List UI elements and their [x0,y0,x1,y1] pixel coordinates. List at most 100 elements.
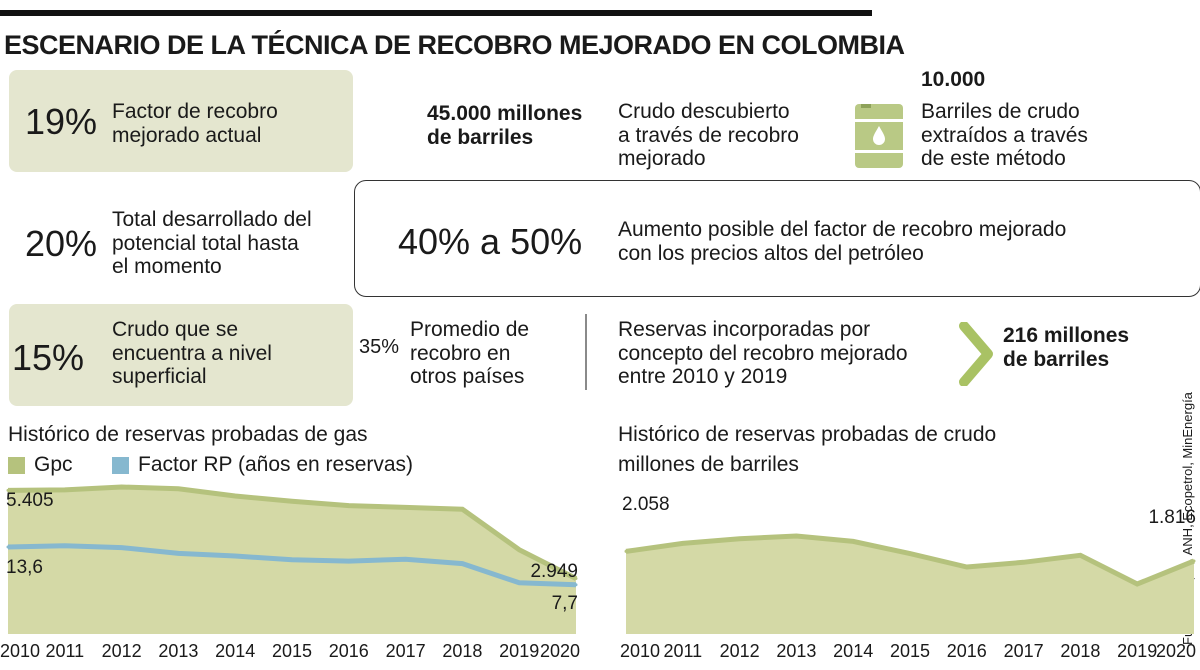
possible-increase-label-line: Aumento posible del factor de recobro me… [618,218,1067,241]
crude-discovered-label-line: Crudo descubierto [618,100,790,123]
developed-total-label-line: el momento [112,255,222,279]
factor-rp-last-label: 7,7 [552,593,578,614]
reserves-incorporated-amount-line: 216 millones [1003,324,1130,347]
other-countries-label: Promedio de recobro en otros países [410,318,529,389]
barrels-extracted-amount: 10.000 [921,68,986,91]
factor-rp-first-label: 13,6 [6,557,43,578]
legend-label-factor-rp: Factor RP (años en reservas) [138,453,414,476]
gpc-point [574,577,578,580]
crude-discovered-amount-line: 45.000 millones [427,102,583,125]
crude-point [794,534,798,538]
x-tick-label: 2017 [1004,641,1044,661]
x-tick-label: 2018 [442,641,482,661]
reserves-incorporated-amount: 216 millones de barriles [1003,324,1129,371]
gpc-last-label: 2.949 [530,561,578,582]
x-tick-label: 2016 [947,641,987,661]
barrels-extracted-label-line: extraídos a través [921,123,1088,147]
x-tick-label: 2011 [663,641,702,661]
other-countries-label-line: otros países [410,365,525,389]
x-tick-label: 2011 [45,641,84,661]
reserves-incorporated-amount-line: de barriles [1003,347,1110,371]
crude-discovered-amount: 45.000 millones de barriles [427,102,582,149]
x-tick-label: 2013 [158,641,198,661]
recovery-factor-label: Factor de recobro mejorado actual [112,100,278,147]
possible-increase-box [354,180,1200,297]
legend-swatch-gpc [8,457,25,474]
crude-point [908,552,912,556]
crude-discovered-label-line: mejorado [618,147,706,171]
gpc-point [290,499,294,503]
gpc-point [517,548,521,552]
developed-total-value: 20% [25,223,98,264]
x-tick-label: 2019 [499,641,539,661]
x-tick-label: 2020 [1156,641,1196,661]
recovery-factor-label-line: Factor de recobro [112,100,278,123]
factor-rp-point [517,581,521,585]
barrels-extracted-label-line: de este método [921,147,1066,171]
factor-rp-point [176,551,180,555]
gpc-point [63,488,67,492]
chevron-right-icon [959,322,993,386]
legend-label-gpc: Gpc [34,453,73,476]
x-tick-label: 2015 [272,641,312,661]
reserves-incorporated-label-line: entre 2010 y 2019 [618,365,788,389]
page-title: ESCENARIO DE LA TÉCNICA DE RECOBRO MEJOR… [4,30,905,60]
gas-chart-title: Histórico de reservas probadas de gas [8,423,368,446]
gpc-point [176,487,180,491]
crude-point [851,539,855,543]
possible-increase-value: 40% a 50% [398,221,583,262]
factor-rp-point [290,558,294,562]
surface-crude-value: 15% [12,337,85,378]
reserves-incorporated-label: Reservas incorporadas por concepto del r… [618,318,908,389]
crude-point [1078,553,1082,557]
gpc-point [233,494,237,498]
x-tick-label: 2015 [890,641,930,661]
crude-area [626,536,1194,634]
recovery-factor-box [9,70,353,172]
crude-first-label: 2.058 [622,494,670,515]
crude-discovered-label-line: a través de recobro [618,123,799,147]
surface-crude-label-line: superficial [112,365,207,389]
top-rule [0,10,872,16]
x-tick-label: 2016 [329,641,369,661]
developed-total-label-line: Total desarrollado del [112,208,312,231]
crude-point [738,537,742,541]
other-countries-label-line: recobro en [410,341,511,365]
factor-rp-point [460,562,464,566]
divider [585,314,587,390]
x-tick-label: 2013 [776,641,816,661]
factor-rp-point [574,583,578,587]
barrels-extracted-label: Barriles de crudo extraídos a través de … [921,100,1088,171]
crude-chart-title: Histórico de reservas probadas de crudo [618,423,997,446]
crude-last-label: 1.816 [1148,507,1196,528]
gpc-point [404,505,408,509]
factor-rp-point [63,544,67,548]
crude-point [1192,559,1196,563]
factor-rp-point [233,554,237,558]
factor-rp-point [6,545,10,549]
x-tick-label: 2012 [102,641,142,661]
possible-increase-label: Aumento posible del factor de recobro me… [618,218,1066,265]
crude-point [965,565,969,569]
x-tick-label: 2019 [1117,641,1157,661]
gpc-point [120,485,124,489]
factor-rp-point [404,557,408,561]
gpc-point [6,488,10,492]
gas-chart: 5.405 2.949 13,6 7,7 2010 2011 2012 2013 2014 201… [0,484,580,661]
crude-chart-subtitle: millones de barriles [618,453,799,476]
crude-point [1022,560,1026,564]
reserves-incorporated-label-line: concepto del recobro mejorado [618,341,908,365]
crude-discovered-amount-line: de barriles [427,125,534,149]
recovery-factor-label-line: mejorado actual [112,123,262,147]
gpc-first-label: 5.405 [6,490,54,511]
gpc-point [460,507,464,511]
crude-discovered-label: Crudo descubierto a través de recobro me… [618,100,799,171]
surface-crude-box [9,304,353,406]
barrel-icon [855,104,903,168]
x-tick-label: 2010 [0,641,40,661]
crude-chart: 2.058 1.816 2010 2011 2012 2013 2014 2015 2016 20… [620,494,1196,661]
x-tick-label: 2012 [720,641,760,661]
factor-rp-point [347,559,351,563]
x-tick-label: 2018 [1060,641,1100,661]
x-tick-label: 2010 [620,641,660,661]
